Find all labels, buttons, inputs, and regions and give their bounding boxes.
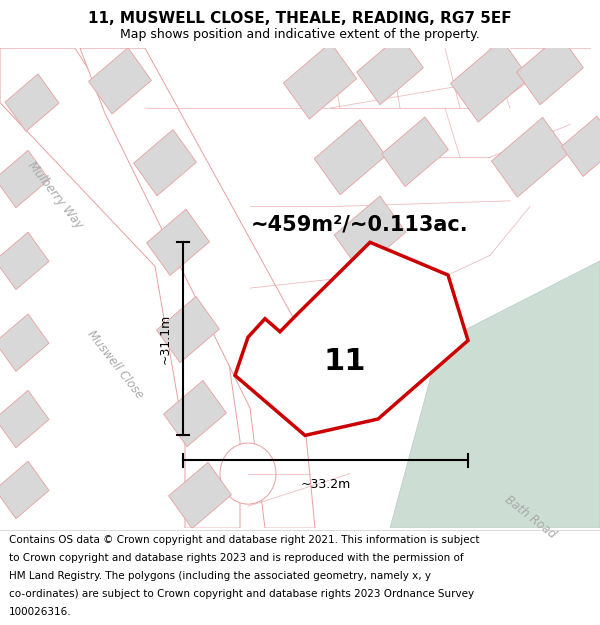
- Text: ~31.1m: ~31.1m: [158, 314, 172, 364]
- Text: 11: 11: [324, 347, 366, 376]
- Polygon shape: [314, 119, 386, 195]
- Text: Mulberry Way: Mulberry Way: [25, 159, 85, 231]
- Text: 11, MUSWELL CLOSE, THEALE, READING, RG7 5EF: 11, MUSWELL CLOSE, THEALE, READING, RG7 …: [88, 11, 512, 26]
- Polygon shape: [0, 151, 49, 208]
- Polygon shape: [164, 381, 226, 447]
- Polygon shape: [382, 117, 448, 187]
- Polygon shape: [169, 462, 232, 529]
- Text: Contains OS data © Crown copyright and database right 2021. This information is : Contains OS data © Crown copyright and d…: [9, 535, 479, 545]
- Polygon shape: [562, 116, 600, 176]
- Polygon shape: [334, 196, 406, 271]
- Text: ~33.2m: ~33.2m: [301, 478, 350, 491]
- Text: 100026316.: 100026316.: [9, 607, 71, 617]
- Polygon shape: [235, 242, 468, 436]
- Text: Bath Road: Bath Road: [502, 493, 558, 541]
- Polygon shape: [157, 296, 220, 362]
- Text: to Crown copyright and database rights 2023 and is reproduced with the permissio: to Crown copyright and database rights 2…: [9, 553, 464, 563]
- Polygon shape: [0, 461, 49, 519]
- Text: co-ordinates) are subject to Crown copyright and database rights 2023 Ordnance S: co-ordinates) are subject to Crown copyr…: [9, 589, 474, 599]
- Polygon shape: [356, 35, 424, 105]
- Polygon shape: [89, 48, 151, 114]
- Polygon shape: [283, 42, 356, 119]
- Polygon shape: [146, 209, 209, 276]
- Polygon shape: [491, 118, 569, 197]
- Polygon shape: [80, 48, 315, 528]
- Text: ~459m²/~0.113ac.: ~459m²/~0.113ac.: [251, 215, 469, 235]
- Text: Map shows position and indicative extent of the property.: Map shows position and indicative extent…: [120, 28, 480, 41]
- Polygon shape: [451, 39, 529, 122]
- Polygon shape: [5, 74, 59, 131]
- Polygon shape: [134, 129, 196, 196]
- Text: HM Land Registry. The polygons (including the associated geometry, namely x, y: HM Land Registry. The polygons (includin…: [9, 571, 431, 581]
- Polygon shape: [517, 35, 583, 105]
- Polygon shape: [390, 261, 600, 528]
- Polygon shape: [0, 314, 49, 371]
- Text: Muswell Close: Muswell Close: [85, 328, 146, 401]
- Circle shape: [220, 443, 276, 504]
- Polygon shape: [0, 48, 240, 528]
- Polygon shape: [268, 294, 368, 386]
- Polygon shape: [0, 391, 49, 448]
- Polygon shape: [0, 232, 49, 289]
